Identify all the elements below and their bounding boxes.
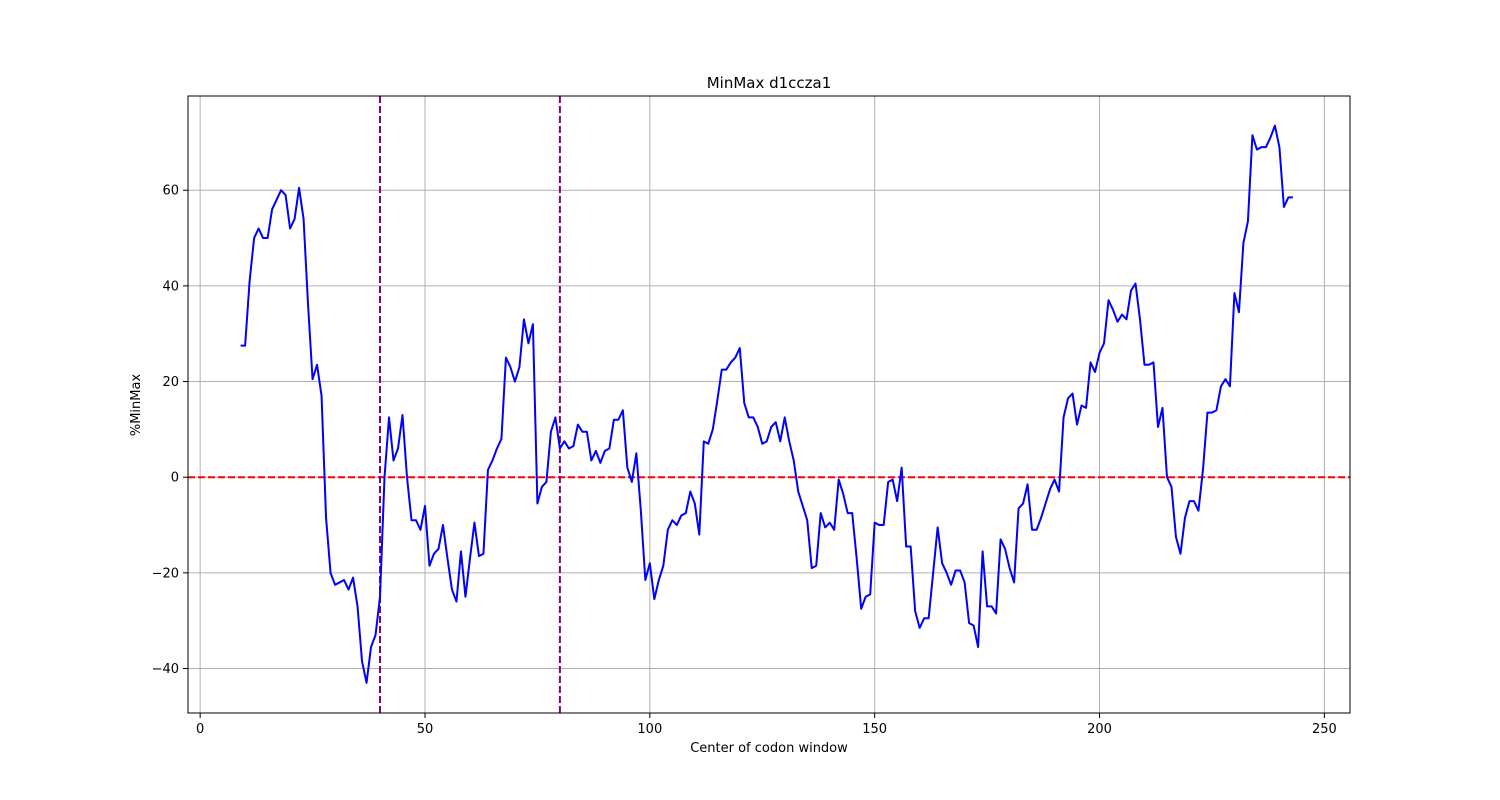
x-tick-label: 100 bbox=[637, 722, 662, 737]
x-tick-label: 150 bbox=[862, 722, 887, 737]
x-tick-label: 50 bbox=[417, 722, 434, 737]
reference-lines bbox=[188, 96, 1350, 713]
y-tick-label: 40 bbox=[162, 279, 179, 294]
y-axis-title: %MinMax bbox=[129, 374, 144, 437]
y-tick-label: 20 bbox=[162, 375, 179, 390]
x-tick-label: 250 bbox=[1312, 722, 1337, 737]
minmax-series-line bbox=[240, 124, 1293, 684]
chart-title: MinMax d1ccza1 bbox=[707, 74, 832, 92]
y-tick-label: 60 bbox=[162, 184, 179, 199]
x-tick-label: 0 bbox=[196, 722, 204, 737]
x-tick-label: 200 bbox=[1087, 722, 1112, 737]
plot-frame bbox=[187, 95, 1351, 714]
y-axis: −40 −20 0 20 40 60 bbox=[152, 184, 188, 677]
y-tick-label: 0 bbox=[171, 471, 179, 486]
series-group bbox=[240, 124, 1293, 684]
x-axis: 0 50 100 150 200 250 bbox=[196, 713, 1337, 737]
plot-area bbox=[188, 96, 1350, 713]
x-axis-title: Center of codon window bbox=[690, 741, 848, 756]
y-tick-label: −40 bbox=[152, 662, 179, 677]
y-tick-label: −20 bbox=[152, 566, 179, 581]
